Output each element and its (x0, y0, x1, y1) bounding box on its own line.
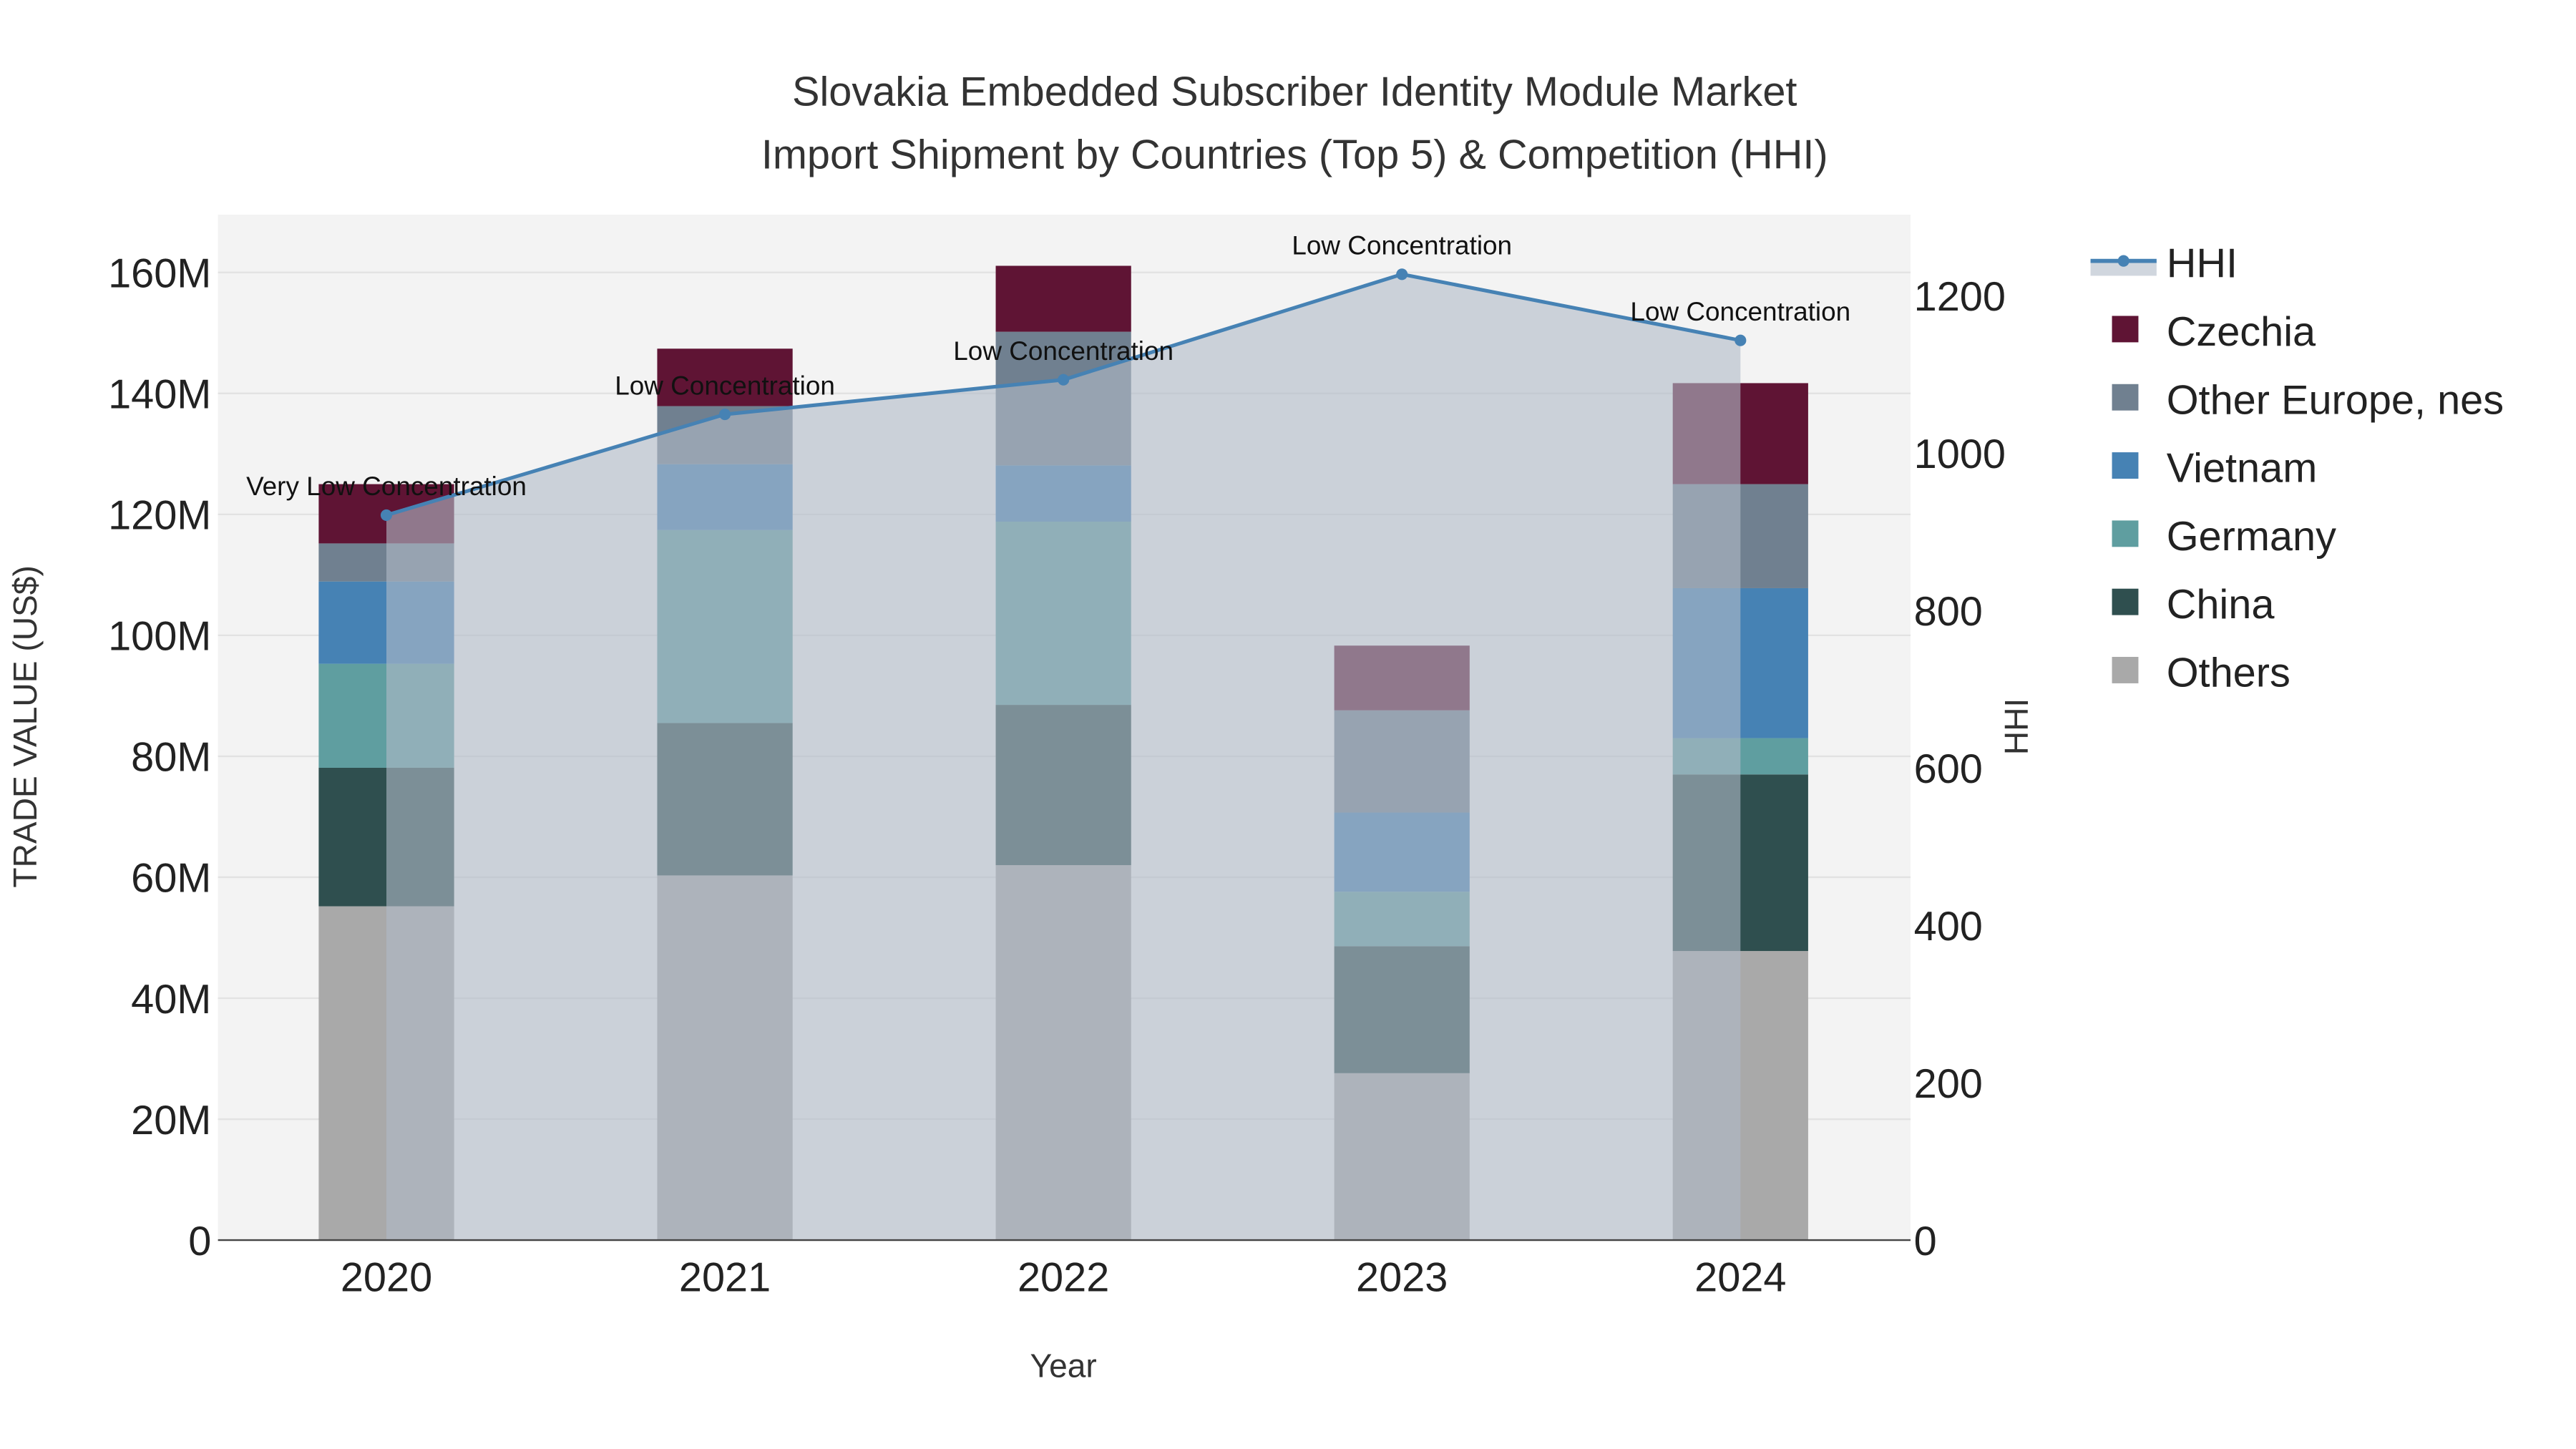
hhi-annotation: Low Concentration (1630, 297, 1850, 326)
y-tick-label: 160M (108, 251, 211, 297)
hhi-annotation: Very Low Concentration (246, 472, 527, 501)
y-tick-label: 100M (108, 614, 211, 660)
x-tick-label: 2020 (341, 1255, 432, 1301)
legend-label-hhi: HHI (2167, 241, 2238, 287)
hhi-point (1396, 268, 1408, 280)
y-axis-ticks: 0 20M 40M 60M 80M 100M 120M 140M 160M (108, 251, 211, 1264)
x-tick-label: 2022 (1018, 1255, 1109, 1301)
hhi-area: Very Low Concentration Low Concentration L… (246, 231, 1850, 1241)
hhi-point (719, 409, 731, 421)
y2-tick-label: 800 (1914, 589, 1983, 635)
legend: HHI Czechia Other Europe, nes Vietnam German… (2090, 241, 2504, 696)
legend-swatch-hhi-point (2117, 255, 2129, 267)
y2-tick-label: 1000 (1914, 431, 2006, 477)
y2-axis-title: HHI (1998, 698, 2035, 755)
hhi-annotation: Low Concentration (953, 336, 1174, 366)
legend-swatch-germany (2112, 520, 2139, 547)
y-tick-label: 40M (131, 977, 211, 1023)
bar-czechia-2022 (995, 265, 1131, 332)
y-axis-title: TRADE VALUE (US$) (6, 565, 44, 887)
x-tick-label: 2023 (1356, 1255, 1448, 1301)
legend-swatch-others (2112, 657, 2139, 683)
legend-swatch-hhi-area (2090, 260, 2157, 276)
y-tick-label: 120M (108, 493, 211, 539)
legend-swatch-china (2112, 588, 2139, 615)
y2-tick-label: 200 (1914, 1061, 1983, 1107)
y-tick-label: 140M (108, 372, 211, 418)
hhi-annotation: Low Concentration (615, 371, 835, 400)
y2-tick-label: 0 (1914, 1219, 1937, 1264)
hhi-area-fill (386, 274, 1741, 1241)
x-axis-title: Year (1030, 1347, 1097, 1385)
x-tick-label: 2021 (679, 1255, 771, 1301)
bar-czechia-2021 (657, 348, 793, 406)
hhi-annotation: Low Concentration (1292, 231, 1512, 260)
legend-label-germany: Germany (2167, 514, 2336, 560)
legend-label-czechia: Czechia (2167, 309, 2316, 355)
legend-label-others: Others (2167, 650, 2290, 696)
legend-label-china: China (2167, 582, 2275, 628)
y2-axis-ticks: 0 200 400 600 800 1000 1200 (1914, 274, 2006, 1264)
x-tick-label: 2024 (1694, 1255, 1786, 1301)
y-tick-label: 0 (188, 1219, 211, 1264)
legend-label-other-europe-nes: Other Europe, nes (2167, 377, 2504, 423)
y2-tick-label: 400 (1914, 904, 1983, 950)
legend-swatch-vietnam (2112, 452, 2139, 479)
y2-tick-label: 600 (1914, 746, 1983, 792)
hhi-point (1735, 334, 1747, 346)
y-tick-label: 60M (131, 856, 211, 902)
y-tick-label: 20M (131, 1098, 211, 1143)
y2-tick-label: 1200 (1914, 274, 2006, 320)
legend-swatch-czechia (2112, 316, 2139, 343)
chart-title-line1: Slovakia Embedded Subscriber Identity Mo… (792, 69, 1797, 115)
hhi-point (380, 509, 393, 521)
legend-label-vietnam: Vietnam (2167, 446, 2318, 492)
y-tick-label: 80M (131, 735, 211, 781)
chart-title-line2: Import Shipment by Countries (Top 5) & C… (761, 132, 1828, 177)
x-axis-ticks: 2020 2021 2022 2023 2024 (341, 1255, 1787, 1301)
hhi-point (1058, 374, 1070, 386)
legend-swatch-other-europe-nes (2112, 384, 2139, 411)
